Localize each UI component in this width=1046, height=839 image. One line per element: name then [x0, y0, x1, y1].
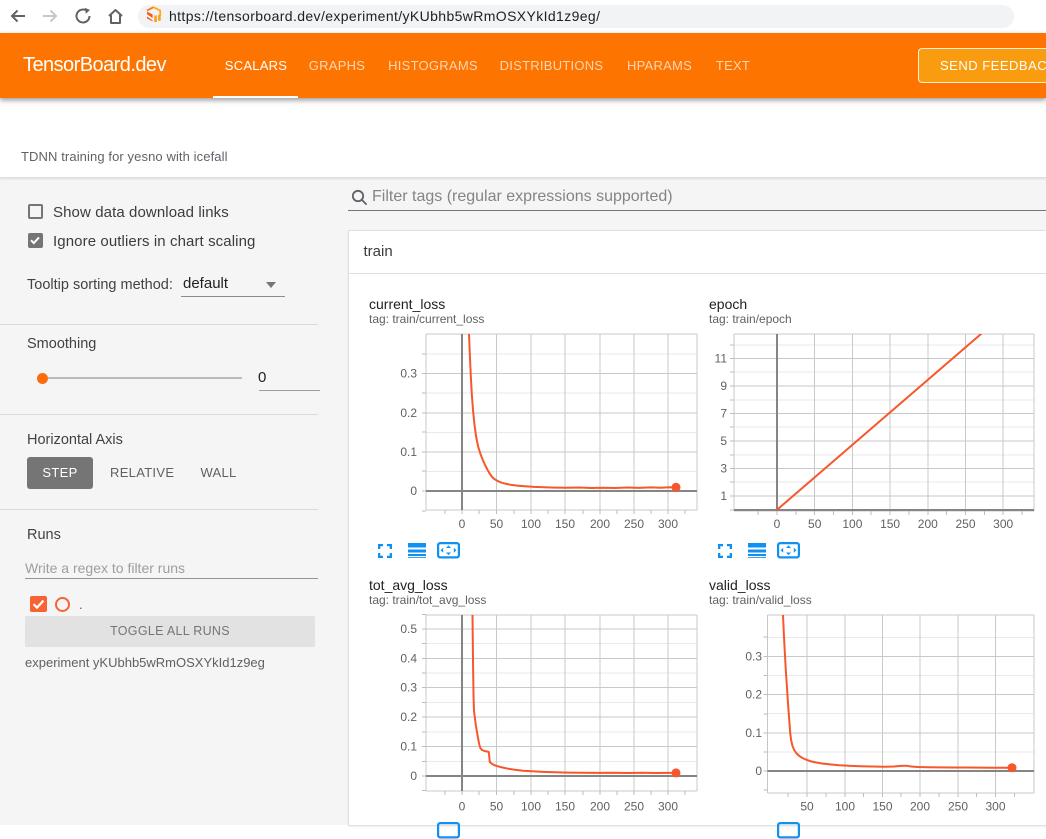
svg-text:0: 0 [410, 484, 417, 498]
svg-text:100: 100 [521, 800, 541, 814]
svg-text:100: 100 [521, 517, 541, 531]
svg-text:0.3: 0.3 [400, 681, 417, 695]
svg-text:50: 50 [808, 517, 822, 531]
svg-text:250: 250 [624, 800, 644, 814]
svg-text:300: 300 [658, 800, 678, 814]
svg-text:50: 50 [800, 800, 814, 814]
svg-text:300: 300 [985, 800, 1005, 814]
svg-text:0: 0 [459, 517, 466, 531]
svg-text:250: 250 [948, 800, 968, 814]
svg-text:5: 5 [720, 434, 727, 448]
svg-text:11: 11 [715, 352, 728, 366]
svg-text:250: 250 [955, 517, 975, 531]
svg-text:200: 200 [590, 517, 610, 531]
svg-text:0.1: 0.1 [745, 726, 762, 740]
svg-text:300: 300 [993, 517, 1013, 531]
svg-text:7: 7 [720, 407, 727, 421]
svg-text:0.5: 0.5 [400, 622, 417, 636]
svg-text:3: 3 [720, 462, 727, 476]
svg-text:200: 200 [590, 800, 610, 814]
svg-text:50: 50 [490, 800, 504, 814]
svg-text:200: 200 [918, 517, 938, 531]
svg-text:0: 0 [755, 764, 762, 778]
svg-text:9: 9 [720, 379, 727, 393]
svg-text:150: 150 [872, 800, 892, 814]
svg-text:150: 150 [555, 517, 575, 531]
svg-text:0.2: 0.2 [400, 710, 417, 724]
svg-text:0: 0 [774, 517, 781, 531]
svg-text:300: 300 [658, 517, 678, 531]
svg-text:200: 200 [910, 800, 930, 814]
svg-text:0.2: 0.2 [745, 688, 762, 702]
svg-text:0.2: 0.2 [400, 406, 417, 420]
svg-text:0: 0 [459, 800, 466, 814]
svg-text:1: 1 [720, 489, 727, 503]
svg-text:250: 250 [624, 517, 644, 531]
svg-text:100: 100 [835, 800, 855, 814]
svg-text:0.1: 0.1 [400, 445, 417, 459]
svg-text:0.3: 0.3 [745, 649, 762, 663]
svg-text:150: 150 [880, 517, 900, 531]
svg-text:100: 100 [842, 517, 862, 531]
svg-text:0.1: 0.1 [400, 740, 417, 754]
svg-text:0: 0 [410, 769, 417, 783]
svg-text:150: 150 [555, 800, 575, 814]
svg-text:0.3: 0.3 [400, 367, 417, 381]
svg-text:0.4: 0.4 [400, 651, 417, 665]
svg-text:50: 50 [490, 517, 504, 531]
